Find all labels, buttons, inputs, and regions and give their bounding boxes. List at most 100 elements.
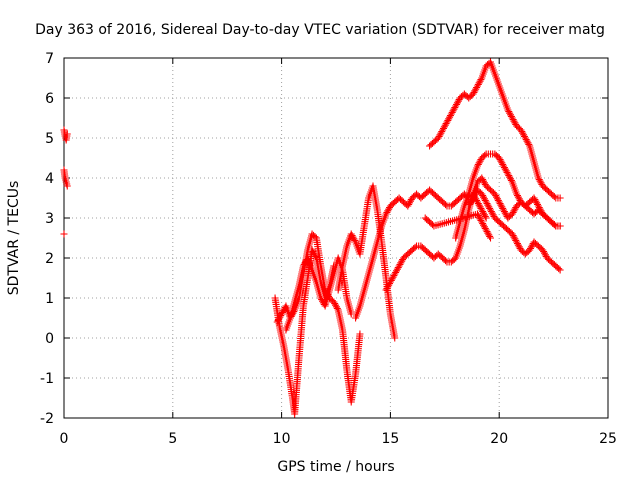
data-point	[446, 112, 454, 120]
data-point	[527, 244, 535, 252]
data-point	[276, 313, 284, 321]
data-point	[440, 123, 448, 131]
data-point	[510, 117, 518, 125]
y-tick-label: -2	[40, 411, 54, 427]
data-point	[517, 126, 525, 134]
data-point	[499, 204, 507, 212]
data-point	[442, 201, 450, 209]
data-point	[510, 207, 518, 215]
data-point	[501, 209, 509, 217]
data-point	[486, 206, 494, 214]
data-point	[536, 177, 544, 185]
data-point	[507, 175, 515, 183]
data-point	[477, 216, 485, 224]
data-point	[514, 241, 522, 249]
data-point	[510, 233, 518, 241]
data-point	[520, 132, 528, 140]
data-point	[438, 128, 446, 136]
data-point	[556, 266, 564, 274]
data-point	[482, 226, 490, 234]
data-point	[486, 232, 494, 240]
data-point	[442, 257, 450, 265]
data-point	[537, 207, 545, 215]
data-point	[393, 265, 401, 273]
data-point	[495, 198, 503, 206]
data-point	[476, 203, 484, 211]
data-point	[480, 195, 488, 203]
data-point	[479, 220, 487, 228]
data-point	[535, 176, 543, 184]
data-point	[508, 230, 516, 238]
data-point	[513, 192, 521, 200]
data-point	[330, 298, 338, 306]
data-point	[481, 151, 489, 159]
data-point	[496, 200, 504, 208]
series-arc-g	[426, 58, 564, 202]
grid	[64, 58, 608, 418]
data-point	[63, 130, 71, 138]
data-point	[392, 267, 400, 275]
data-point	[486, 234, 494, 242]
data-point	[500, 164, 508, 172]
data-point	[492, 192, 500, 200]
data-point	[444, 116, 452, 124]
data-point	[509, 208, 517, 216]
data-point	[518, 128, 526, 136]
data-point	[312, 252, 320, 260]
data-point	[299, 262, 307, 270]
data-point	[502, 167, 510, 175]
data-point	[452, 102, 460, 110]
data-point	[475, 201, 483, 209]
data-point	[466, 199, 474, 207]
data-point	[499, 160, 507, 168]
data-point	[483, 200, 491, 208]
data-point	[509, 232, 517, 240]
data-point	[404, 202, 412, 210]
data-point	[317, 294, 325, 302]
data-point	[486, 204, 494, 212]
data-point	[273, 318, 281, 326]
data-point	[332, 301, 340, 309]
data-point	[277, 312, 285, 320]
data-point	[541, 251, 549, 259]
data-point	[534, 174, 542, 182]
data-point	[349, 233, 357, 241]
data-point	[488, 209, 496, 217]
data-point	[487, 208, 495, 216]
data-point	[406, 197, 414, 205]
data-point	[508, 210, 516, 218]
data-point	[477, 204, 485, 212]
data-point	[471, 87, 479, 95]
data-point	[537, 179, 545, 187]
data-point	[447, 110, 455, 118]
x-axis-label: GPS time / hours	[277, 459, 394, 475]
data-point	[443, 118, 451, 126]
data-point	[523, 137, 531, 145]
data-point	[478, 218, 486, 226]
data-point	[397, 259, 405, 267]
data-point	[526, 246, 534, 254]
data-point	[507, 112, 515, 120]
data-point	[483, 228, 491, 236]
data-point	[470, 192, 478, 200]
data-point	[480, 177, 488, 185]
data-point	[480, 209, 488, 217]
data-point	[472, 85, 480, 93]
series-early-1	[60, 126, 71, 144]
y-tick-label: 6	[45, 91, 54, 107]
data-point	[474, 200, 482, 208]
data-point	[506, 173, 514, 181]
data-point	[535, 204, 543, 212]
data-point	[480, 211, 488, 219]
data-point	[474, 80, 482, 88]
x-tick-label: 5	[168, 431, 177, 447]
data-point	[383, 208, 391, 216]
data-point	[451, 104, 459, 112]
data-point	[555, 265, 563, 273]
data-point	[434, 134, 442, 142]
data-point	[473, 198, 481, 206]
data-point	[480, 193, 488, 201]
data-point	[390, 272, 398, 280]
data-point	[485, 231, 493, 239]
y-tick-label: 0	[45, 331, 54, 347]
